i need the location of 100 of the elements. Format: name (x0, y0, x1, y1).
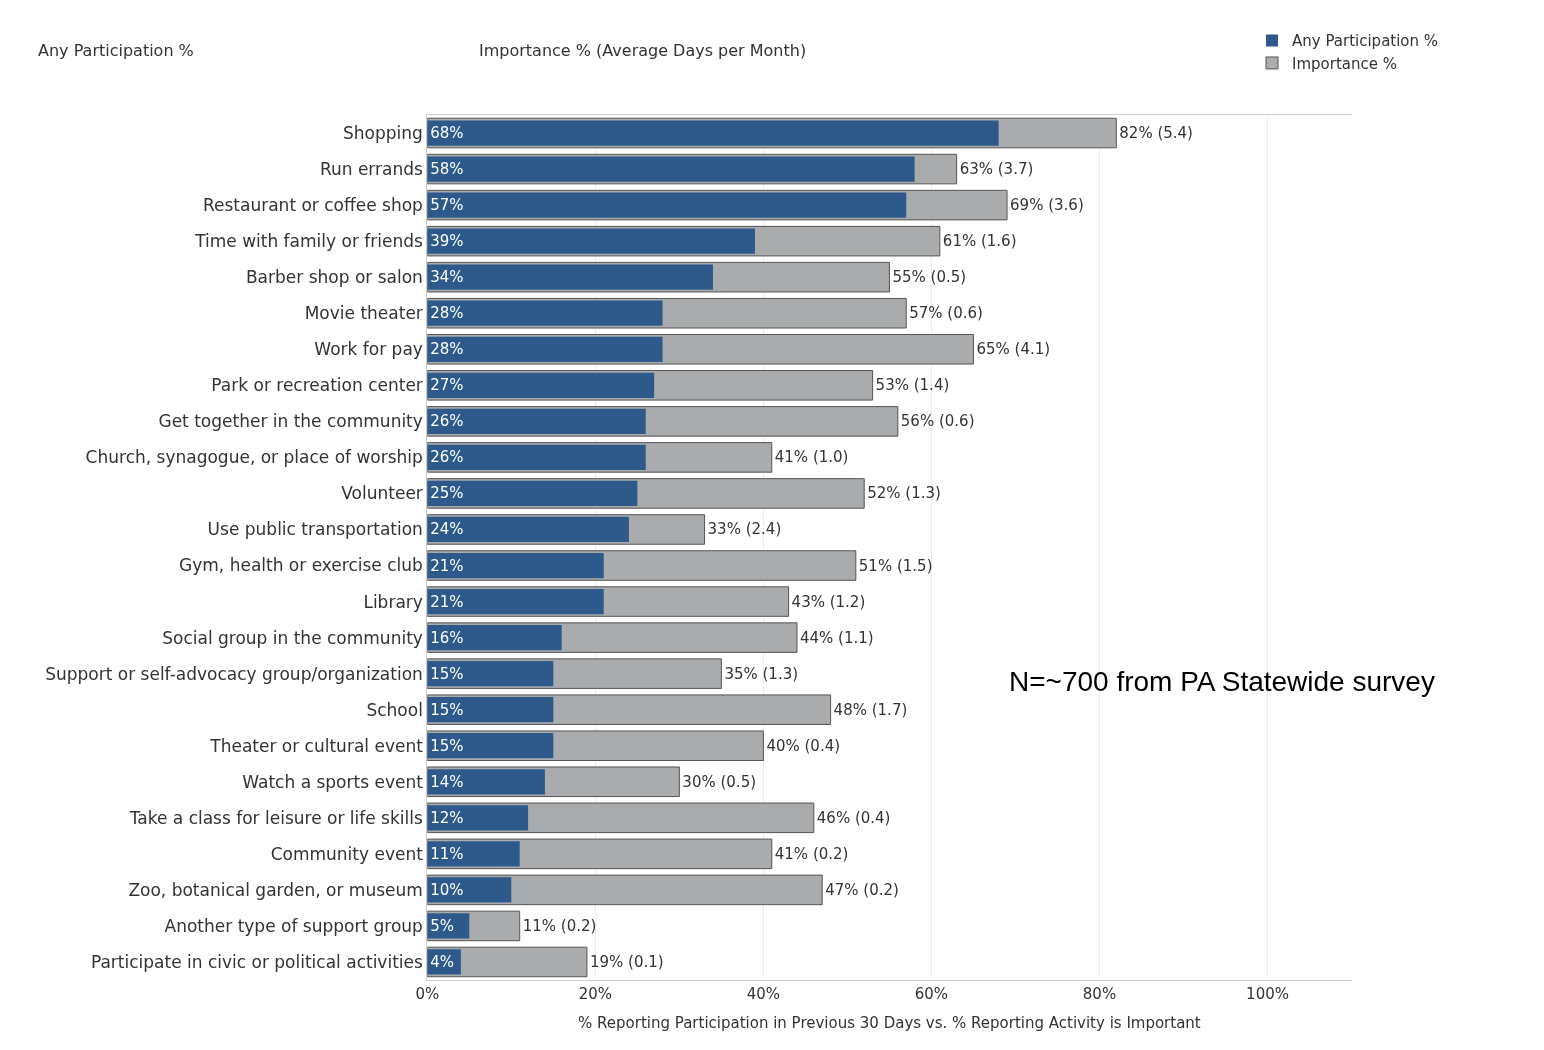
bar (427, 733, 554, 759)
x-tick-label: 0% (415, 985, 440, 1003)
y-tick-label: Use public transportation (207, 519, 423, 540)
x-tick-label: 20% (578, 985, 612, 1003)
data-label: 47% (0.2) (825, 880, 899, 899)
y-tick-label: Get together in the community (158, 411, 423, 432)
data-label: 4% (430, 952, 455, 971)
data-label: 69% (3.6) (1010, 196, 1084, 215)
bar (427, 624, 562, 651)
y-tick-label: Community event (270, 843, 424, 864)
y-tick-label: Theater or cultural event (209, 735, 424, 756)
x-axis-title: % Reporting Participation in Previous 30 Days vs. % Reporting Activity is Important (578, 1014, 1201, 1032)
data-label: 19% (0.1) (589, 952, 664, 971)
bar (427, 769, 545, 795)
y-tick-label: Gym, health or exercise club (179, 555, 423, 576)
data-label: 21% (430, 556, 464, 575)
data-label: 21% (430, 592, 464, 611)
data-label: 11% (0.2) (522, 916, 597, 935)
y-tick-label: Movie theater (304, 303, 423, 324)
text: Any Participation % (38, 41, 194, 60)
bar (427, 588, 604, 615)
bar (427, 264, 713, 290)
y-tick-label: Park or recreation center (211, 375, 423, 396)
data-label: 52% (1.3) (867, 484, 941, 503)
data-label: 41% (1.0) (774, 448, 849, 467)
data-label: 26% (430, 412, 464, 431)
data-label: 48% (1.7) (833, 700, 908, 719)
data-label: 57% (430, 196, 464, 215)
data-label: 65% (4.1) (976, 340, 1051, 359)
y-tick-label: Another type of support group (164, 915, 423, 936)
data-label: 34% (430, 268, 464, 287)
annotation: N=~700 from PA Statewide survey (1009, 666, 1435, 697)
data-label: 28% (430, 340, 464, 359)
y-tick-label: Run errands (319, 159, 424, 180)
y-tick-label: Shopping (343, 122, 423, 143)
bar (427, 228, 755, 254)
y-tick-label: Participate in civic or political activities (90, 951, 424, 972)
y-tick-label: Volunteer (341, 483, 423, 504)
bar (427, 300, 663, 326)
data-label: 44% (1.1) (799, 628, 874, 647)
data-label: 82% (5.4) (1119, 124, 1193, 143)
data-label: 61% (1.6) (942, 232, 1017, 251)
data-label: 15% (430, 736, 464, 755)
data-label: 63% (3.7) (959, 160, 1034, 179)
data-label: 15% (430, 700, 464, 719)
bar (427, 120, 999, 146)
data-label: 43% (1.2) (791, 592, 866, 611)
y-tick-label: School (366, 699, 423, 720)
y-tick-label: Social group in the community (162, 627, 423, 648)
y-tick-label: Time with family or friends (194, 231, 423, 252)
data-label: 30% (0.5) (682, 772, 757, 791)
data-label: 12% (430, 808, 464, 827)
bar (427, 661, 554, 687)
data-label: 11% (430, 844, 464, 863)
data-label: 26% (430, 448, 464, 467)
data-label: 16% (430, 628, 464, 647)
data-label: 68% (430, 124, 464, 143)
data-label: 58% (430, 160, 464, 179)
data-label: 40% (0.4) (766, 736, 841, 755)
text: Importance % (Average Days per Month) (479, 41, 807, 60)
data-label: 28% (430, 304, 464, 323)
bar (427, 841, 520, 867)
bar (427, 697, 554, 723)
data-label: 39% (430, 232, 464, 251)
y-tick-label: Barber shop or salon (245, 267, 423, 288)
y-tick-label: Church, synagogue, or place of worship (85, 447, 423, 468)
data-label: 24% (430, 520, 464, 539)
bar (427, 480, 638, 507)
data-label: 53% (1.4) (875, 376, 950, 395)
y-tick-label: Work for pay (314, 339, 423, 360)
bar (427, 877, 512, 903)
y-tick-label: Library (363, 591, 423, 612)
y-tick-label: Zoo, botanical garden, or museum (128, 879, 423, 900)
data-label: 25% (430, 484, 464, 503)
bar (427, 805, 529, 831)
data-label: 41% (0.2) (774, 844, 849, 863)
bar (427, 192, 907, 218)
bar (427, 552, 604, 579)
data-label: 33% (2.4) (707, 520, 782, 539)
y-tick-label: Support or self-advocacy group/organization (45, 663, 423, 684)
y-tick-label: Restaurant or coffee shop (202, 195, 423, 216)
bar (427, 516, 629, 543)
data-label: 10% (430, 880, 464, 899)
x-tick-label: 100% (1246, 985, 1289, 1003)
bar (427, 156, 915, 182)
legend-label: Any Participation % (1292, 32, 1439, 51)
legend-label: Importance % (1292, 54, 1397, 73)
bar (427, 372, 655, 398)
data-label: 51% (1.5) (858, 556, 933, 575)
data-label: 35% (1.3) (724, 664, 799, 683)
data-label: 56% (0.6) (900, 412, 975, 431)
x-tick-label: 40% (746, 985, 781, 1003)
x-tick-label: 80% (1082, 985, 1117, 1003)
data-label: 55% (0.5) (892, 268, 967, 287)
data-label: 57% (0.6) (909, 304, 983, 323)
bar (427, 408, 646, 434)
data-label: 14% (430, 772, 464, 791)
bar (427, 444, 646, 471)
data-label: 5% (430, 916, 455, 935)
y-tick-label: Take a class for leisure or life skills (128, 807, 423, 828)
